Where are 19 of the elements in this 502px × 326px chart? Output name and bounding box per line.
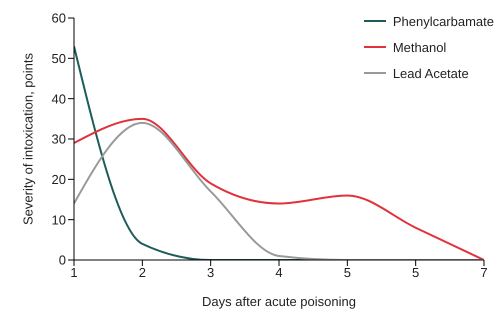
y-tick-label: 10	[52, 212, 66, 228]
y-tick-label: 30	[52, 132, 66, 147]
y-tick-label: 40	[52, 91, 66, 106]
y-tick-label: 60	[52, 10, 66, 26]
legend-label: Phenylcarbamate	[392, 14, 494, 28]
x-tick-label: 5	[344, 265, 351, 280]
legend-label: Methanol	[392, 40, 446, 54]
x-tick-label: 5	[412, 265, 420, 280]
x-tick-label: 3	[207, 265, 214, 280]
x-tick-label: 1	[70, 265, 78, 280]
x-tick-label: 7	[480, 265, 488, 280]
x-tick-label: 4	[275, 265, 283, 280]
x-tick-label: 2	[138, 265, 146, 280]
y-tick-label: 50	[52, 50, 66, 66]
x-axis-title: Days after acute poisoning	[202, 294, 356, 309]
y-axis-title: Severity of intoxication, points	[20, 52, 36, 225]
y-tick-label: 20	[52, 172, 66, 187]
legend-label: Lead Acetate	[392, 66, 469, 80]
y-tick-label: 0	[58, 252, 66, 268]
